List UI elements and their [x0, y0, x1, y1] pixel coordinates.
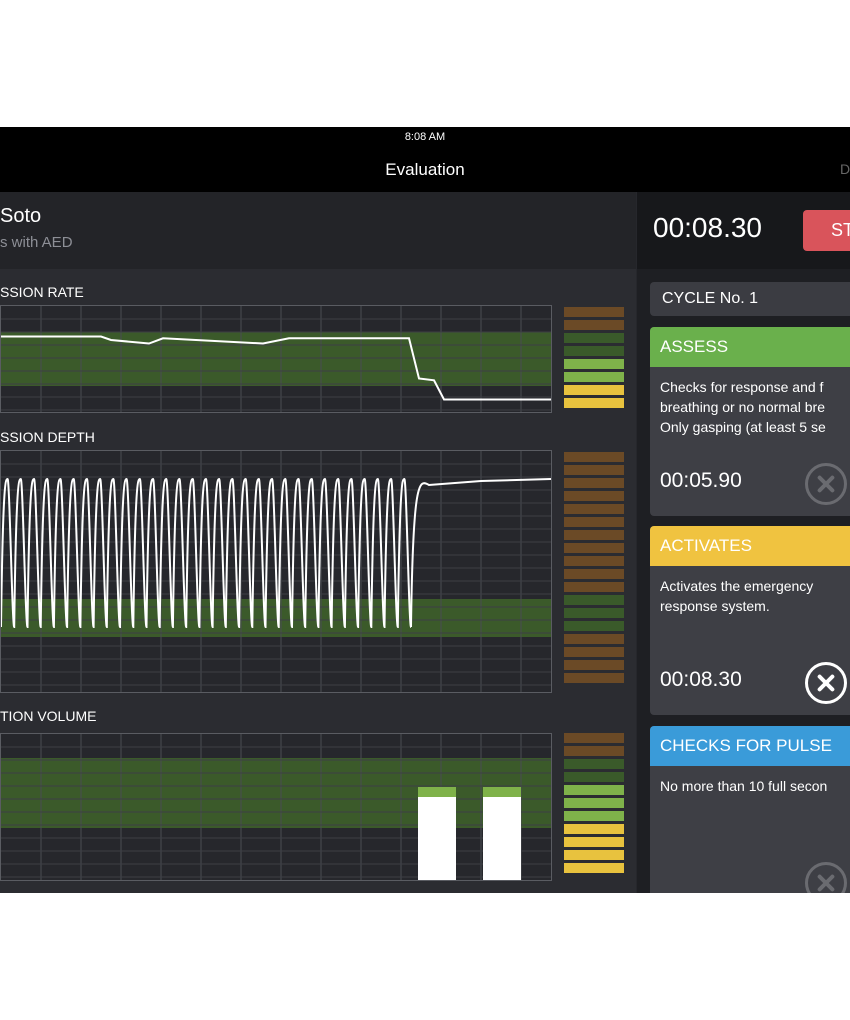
meter-segment	[564, 452, 624, 462]
volume-bar	[483, 787, 521, 880]
meter-segment	[564, 608, 624, 618]
patient-name: Soto	[0, 205, 42, 227]
step-description: Checks for response and f breathing or n…	[660, 377, 826, 437]
meter-segment	[564, 582, 624, 592]
meter-segment	[564, 320, 624, 330]
timer-row: 00:08.30 ST	[637, 192, 850, 269]
meter-segment	[564, 478, 624, 488]
stop-button[interactable]: ST	[803, 210, 850, 251]
meter-segment	[564, 530, 624, 540]
meter-segment	[564, 465, 624, 475]
step-description-line: response system.	[660, 598, 770, 614]
stop-button-label: ST	[831, 220, 850, 240]
meter-segment	[564, 517, 624, 527]
close-icon[interactable]	[805, 662, 847, 704]
step-card-activates[interactable]: ACTIVATES Activates the emergency respon…	[650, 526, 850, 715]
cycle-label: CYCLE No. 1	[650, 282, 850, 316]
meter-segment	[564, 634, 624, 644]
step-description: No more than 10 full secon	[660, 776, 827, 796]
depth-series-line	[410, 478, 551, 628]
meter-segment	[564, 798, 624, 808]
meter-segment	[564, 372, 624, 382]
steps-panel: 00:08.30 ST CYCLE No. 1 ASSESS Checks fo…	[637, 192, 850, 893]
meter-segment	[564, 673, 624, 683]
patient-header: Soto s with AED	[0, 192, 636, 269]
meter-segment	[564, 543, 624, 553]
meter-segment	[564, 307, 624, 317]
meter-segment	[564, 863, 624, 873]
step-description-line: Checks for response and f	[660, 379, 824, 395]
meter-segment	[564, 850, 624, 860]
monitor-panel: Soto s with AED SSION RATE SSION DEPTH T…	[0, 192, 636, 893]
close-icon[interactable]	[805, 862, 847, 893]
meter-segment	[564, 759, 624, 769]
meter-segment	[564, 556, 624, 566]
meter-segment	[564, 346, 624, 356]
volume-bar-cap	[483, 787, 521, 797]
meter-segment	[564, 333, 624, 343]
meter-segment	[564, 398, 624, 408]
volume-bar-cap	[418, 787, 456, 797]
volume-chart	[0, 733, 552, 881]
depth-chart	[0, 450, 552, 693]
close-icon[interactable]	[805, 463, 847, 505]
step-header: CHECKS FOR PULSE	[650, 726, 850, 766]
step-description-line: No more than 10 full secon	[660, 778, 828, 794]
patient-subtitle: s with AED	[0, 234, 73, 251]
rate-section-label: SSION RATE	[0, 284, 84, 300]
meter-segment	[564, 785, 624, 795]
rate-chart-svg	[1, 306, 551, 412]
depth-chart-svg	[1, 451, 551, 692]
meter-segment	[564, 733, 624, 743]
meter-segment	[564, 491, 624, 501]
nav-right-button[interactable]: D	[840, 161, 850, 177]
meter-segment	[564, 569, 624, 579]
meter-segment	[564, 772, 624, 782]
meter-segment	[564, 359, 624, 369]
depth-section-label: SSION DEPTH	[0, 429, 95, 445]
step-description-line: Activates the emergency	[660, 578, 814, 594]
meter-segment	[564, 660, 624, 670]
step-time: 00:05.90	[660, 469, 742, 492]
step-description-line: breathing or no normal bre	[660, 399, 825, 415]
elapsed-timer: 00:08.30	[653, 212, 762, 243]
depth-series-line	[1, 477, 412, 629]
page-title: Evaluation	[385, 160, 465, 179]
meter-segment	[564, 824, 624, 834]
meter-segment	[564, 647, 624, 657]
status-time: 8:08 AM	[404, 131, 446, 143]
step-card-checks-for-pulse[interactable]: CHECKS FOR PULSE No more than 10 full se…	[650, 726, 850, 893]
volume-bar	[418, 787, 456, 880]
meter-segment	[564, 595, 624, 605]
volume-section-label: TION VOLUME	[0, 708, 97, 724]
status-bar: 8:08 AM	[0, 127, 850, 147]
meter-segment	[564, 504, 624, 514]
step-header: ACTIVATES	[650, 526, 850, 566]
step-description: Activates the emergency response system.	[660, 576, 813, 616]
meter-segment	[564, 811, 624, 821]
device-screen: 8:08 AM Evaluation D Soto s with AED SSI…	[0, 127, 850, 893]
meter-segment	[564, 746, 624, 756]
meter-segment	[564, 385, 624, 395]
volume-chart-svg	[1, 734, 551, 880]
rate-chart	[0, 305, 552, 413]
meter-segment	[564, 621, 624, 631]
step-time: 00:08.30	[660, 668, 742, 691]
step-description-line: Only gasping (at least 5 se	[660, 419, 826, 435]
target-band	[1, 758, 551, 828]
meter-segment	[564, 837, 624, 847]
step-header: ASSESS	[650, 327, 850, 367]
step-card-assess[interactable]: ASSESS Checks for response and f breathi…	[650, 327, 850, 516]
rate-series-line	[1, 335, 551, 401]
nav-bar: Evaluation D	[0, 147, 850, 192]
